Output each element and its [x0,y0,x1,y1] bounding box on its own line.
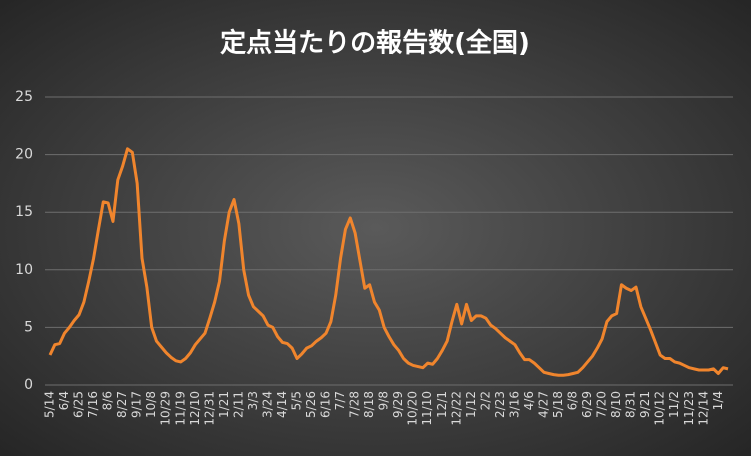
x-tick-label: 11/19 [173,391,187,426]
x-tick-label: 7/16 [86,391,100,418]
x-tick-label: 6/29 [580,391,594,418]
x-tick-label: 8/18 [362,391,376,418]
x-tick-label: 1/12 [464,391,478,418]
x-tick-label: 3/16 [507,391,521,418]
x-tick-label: 10/8 [144,391,158,418]
x-tick-label: 4/6 [522,391,536,410]
x-tick-label: 9/17 [130,391,144,418]
x-tick-label: 12/22 [449,391,463,426]
y-tick-label: 10 [15,262,33,278]
x-tick-label: 11/23 [682,391,696,426]
x-tick-label: 8/27 [115,391,129,418]
x-tick-label: 12/31 [202,391,216,426]
x-tick-label: 12/14 [696,391,710,426]
x-tick-label: 9/8 [377,391,391,410]
line-series [48,147,729,377]
x-tick-label: 5/18 [551,391,565,418]
y-tick-label: 15 [15,204,33,220]
x-tick-label: 9/29 [391,391,405,418]
x-tick-label: 5/14 [43,391,57,418]
x-tick-label: 5/5 [289,391,303,410]
y-tick-label: 25 [15,89,33,105]
x-tick-label: 7/7 [333,391,347,410]
x-tick-label: 6/4 [57,391,71,410]
x-tick-label: 10/12 [653,391,667,426]
x-tick-label: 11/10 [420,391,434,426]
chart-title: 定点当たりの報告数(全国) [220,28,530,59]
x-tick-label: 11/2 [667,391,681,418]
x-tick-label: 10/29 [159,391,173,426]
x-tick-label: 4/14 [275,391,289,418]
x-tick-label: 3/24 [260,391,274,418]
x-tick-label: 8/31 [624,391,638,418]
y-tick-label: 20 [15,147,33,163]
x-tick-label: 1/21 [217,391,231,418]
x-tick-label: 12/1 [435,391,449,418]
x-tick-label: 8/10 [609,391,623,418]
x-tick-label: 7/28 [348,391,362,418]
x-tick-label: 2/23 [493,391,507,418]
x-tick-label: 6/16 [319,391,333,418]
y-tick-label: 0 [24,377,33,393]
x-tick-label: 4/27 [536,391,550,418]
y-tick-label: 5 [24,319,33,335]
x-tick-label: 1/4 [711,391,725,410]
x-tick-label: 8/6 [101,391,115,410]
x-tick-label: 5/26 [304,391,318,418]
x-tick-label: 6/8 [566,391,580,410]
x-tick-label: 7/20 [595,391,609,418]
x-tick-label: 6/25 [72,391,86,418]
x-tick-label: 9/21 [638,391,652,418]
x-tick-label: 2/2 [478,391,492,410]
x-tick-label: 10/20 [406,391,420,426]
x-tick-label: 3/3 [246,391,260,410]
x-tick-label: 12/10 [188,391,202,426]
x-tick-label: 2/11 [231,391,245,418]
